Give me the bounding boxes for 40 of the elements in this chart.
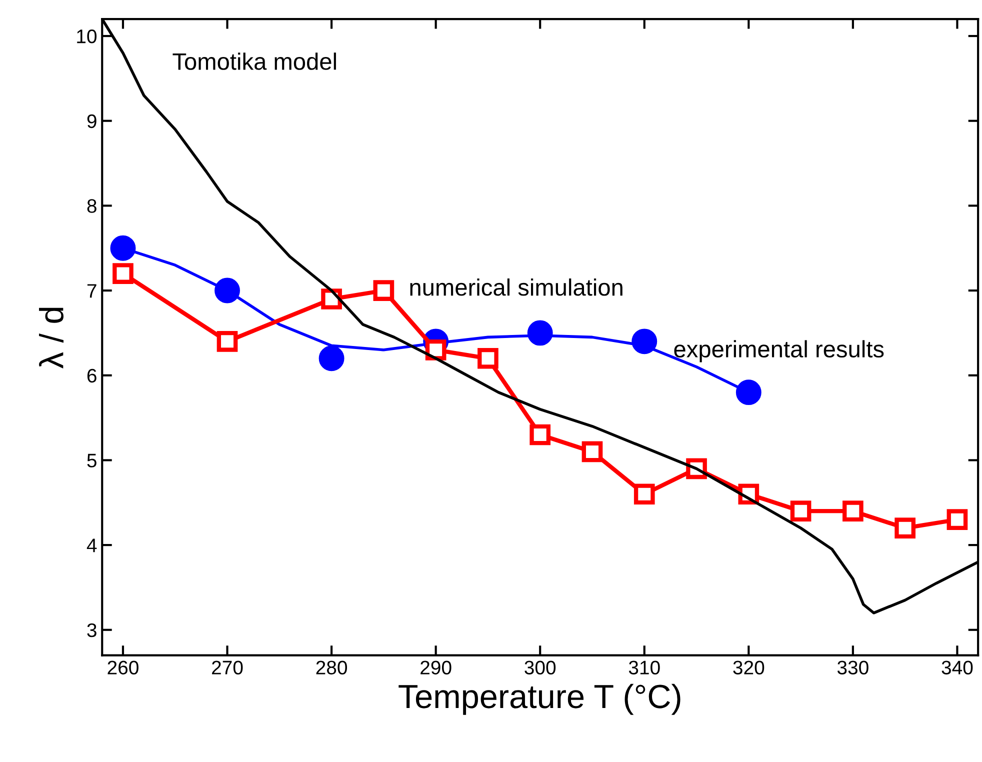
x-tick-label: 270 [212,660,243,674]
y-tick-label: 4 [86,538,97,552]
point [216,331,238,352]
x-tick-label: 290 [420,660,452,674]
x-axis-title: Temperature T (°C) [398,684,680,715]
point [527,320,553,346]
x-tick-label: 320 [733,660,764,674]
point [425,339,446,360]
point [318,346,344,372]
x-tick-label: 330 [837,660,868,674]
point [736,380,762,406]
annotation: experimental results [674,340,884,362]
x-tick-label: 340 [942,660,973,674]
point [632,328,658,354]
point [214,278,240,304]
y-tick-label: 6 [87,368,96,383]
point [530,424,551,446]
y-tick-label: 10 [77,29,97,44]
x-tick-label: 260 [108,660,138,674]
annotation: numerical simulation [410,278,622,296]
point [112,263,134,284]
x-tick-label: 280 [316,660,348,674]
y-tick-label: 5 [87,454,96,468]
point [373,280,394,301]
point [842,500,864,522]
point [790,500,812,522]
x-tick-label: 300 [524,660,556,674]
y-tick-label: 3 [87,623,96,638]
point [110,235,136,261]
y-tick-label: 9 [87,114,96,128]
point [894,518,916,538]
point [946,509,968,530]
x-tick-label: 310 [628,660,660,674]
y-tick-label: 7 [87,284,96,298]
point [478,348,498,369]
annotation: Tomotika model [172,52,336,70]
y-axis-title: λ / d [39,308,64,368]
point [634,484,655,505]
y-tick-label: 8 [87,199,96,213]
point [582,441,603,462]
